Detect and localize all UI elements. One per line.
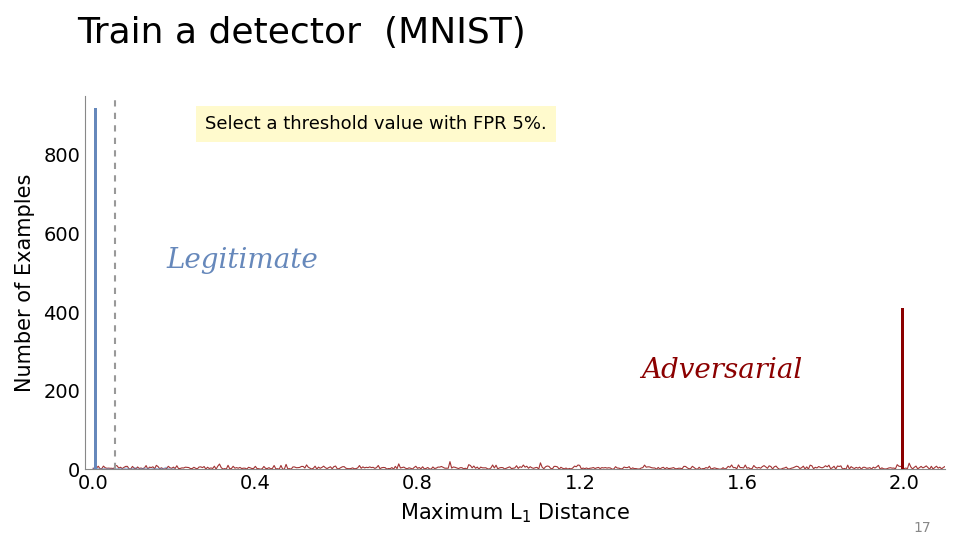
Y-axis label: Number of Examples: Number of Examples [15, 173, 35, 392]
Bar [93, 108, 97, 469]
Text: Select a threshold value with FPR 5%.: Select a threshold value with FPR 5%. [205, 114, 547, 133]
X-axis label: Maximum L$_1$ Distance: Maximum L$_1$ Distance [400, 502, 630, 525]
Text: 17: 17 [914, 521, 931, 535]
Bar [900, 308, 904, 469]
Text: Adversarial: Adversarial [640, 357, 802, 384]
Text: Train a detector  (MNIST): Train a detector (MNIST) [77, 16, 525, 50]
Text: Legitimate: Legitimate [166, 247, 318, 274]
